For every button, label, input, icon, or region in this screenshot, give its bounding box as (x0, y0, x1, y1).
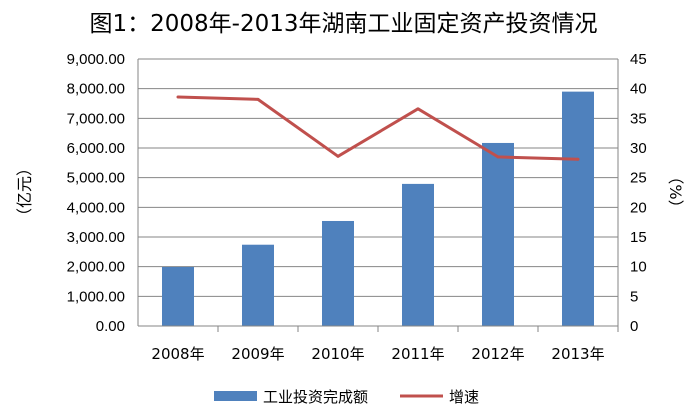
y-left-tick-label: 5,000.00 (67, 170, 125, 187)
y-left-tick-label: 6,000.00 (67, 140, 125, 157)
legend-label-line: 增速 (449, 388, 479, 406)
y-right-tick-label: 25 (630, 170, 647, 187)
y-right-tick-label: 0 (630, 318, 638, 335)
growth-line (177, 95, 579, 161)
y-right-tick-label: 10 (630, 259, 647, 276)
x-tick-label: 2013年 (551, 345, 604, 363)
y-right-tick-label: 40 (630, 81, 647, 98)
gridlines (138, 58, 618, 297)
bar (562, 91, 594, 326)
x-tick-label: 2008年 (151, 345, 204, 363)
bar (162, 266, 194, 326)
y-left-tick-label: 3,000.00 (67, 229, 125, 246)
y-left-tick-label: 2,000.00 (67, 259, 125, 276)
y-right-tick-label: 35 (630, 110, 647, 127)
x-tick-label: 2011年 (391, 345, 444, 363)
x-tick-label: 2010年 (311, 345, 364, 363)
y-left-tick-label: 8,000.00 (67, 81, 125, 98)
y-axis-left-title: （亿元） (15, 160, 34, 224)
line-point (256, 97, 260, 101)
y-axis-left-ticks: 0.00 1,000.00 2,000.00 3,000.00 4,000.00 5,00… (67, 51, 125, 335)
line-series (176, 95, 580, 161)
line-point (176, 95, 180, 99)
x-axis-ticks: 2008年 2009年 2010年 2011年 2012年 2013年 (151, 326, 619, 363)
legend-label-bar: 工业投资完成额 (263, 388, 368, 406)
x-tick-label: 2012年 (471, 345, 524, 363)
x-tick-label: 2009年 (231, 345, 284, 363)
y-left-tick-label: 9,000.00 (67, 51, 125, 68)
y-axis-right-title: （%） (666, 168, 685, 215)
y-right-tick-label: 30 (630, 140, 647, 157)
line-point (496, 155, 500, 159)
bar (402, 183, 434, 326)
y-axis-right-ticks: 0 5 10 15 20 25 30 35 40 45 (630, 51, 647, 335)
y-right-tick-label: 45 (630, 51, 647, 68)
y-right-tick-label: 15 (630, 229, 647, 246)
y-left-tick-label: 1,000.00 (67, 288, 125, 305)
bar (242, 244, 274, 326)
y-right-tick-label: 20 (630, 199, 647, 216)
legend-swatch-bar (214, 391, 257, 401)
y-right-tick-label: 5 (630, 288, 638, 305)
bar (482, 142, 514, 326)
bar-series (162, 91, 594, 326)
line-point (336, 154, 340, 158)
legend: 工业投资完成额 增速 (214, 388, 479, 406)
y-left-tick-label: 0.00 (96, 318, 125, 335)
y-left-tick-label: 7,000.00 (67, 110, 125, 127)
chart-title: 图1：2008年-2013年湖南工业固定资产投资情况 (89, 11, 598, 37)
line-point (416, 107, 420, 111)
y-left-tick-label: 4,000.00 (67, 199, 125, 216)
line-point (576, 157, 580, 161)
bar (322, 220, 354, 326)
